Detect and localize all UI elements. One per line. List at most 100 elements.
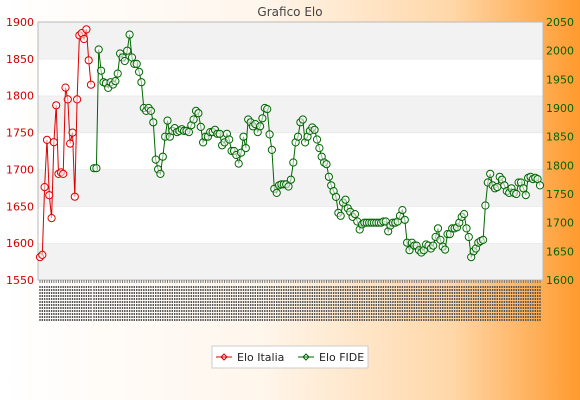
- elo-fide-point: [429, 241, 438, 250]
- grid-band: [38, 95, 543, 133]
- elo-fide-point: [331, 192, 341, 201]
- elo-fide-point: [97, 66, 106, 75]
- elo-fide-point: [156, 169, 165, 178]
- elo-fide-point: [158, 152, 167, 161]
- right-tick-label: 1650: [546, 245, 574, 258]
- elo-fide-point: [512, 189, 521, 199]
- series-elo-italia: [35, 25, 96, 262]
- elo-fide-point: [94, 45, 103, 54]
- elo-italia-point: [86, 80, 96, 89]
- grid-band: [38, 243, 543, 280]
- left-tick-label: 1550: [6, 274, 34, 287]
- elo-fide-point: [286, 175, 295, 184]
- elo-fide-point: [151, 155, 160, 164]
- elo-fide-point: [519, 184, 528, 193]
- elo-italia-point: [73, 95, 82, 104]
- right-tick-label: 1850: [546, 131, 574, 144]
- elo-fide-point: [462, 224, 471, 233]
- elo-italia-point: [82, 25, 91, 34]
- elo-fide-point: [315, 144, 324, 153]
- elo-fide-point: [263, 105, 272, 114]
- grid-bands: [38, 21, 543, 280]
- legend: Elo Italia Elo FIDE: [211, 345, 369, 369]
- elo-italia-point: [52, 101, 61, 110]
- left-tick-label: 1850: [6, 53, 34, 66]
- legend-italia-label: Elo Italia: [237, 351, 284, 364]
- elo-fide-point: [298, 115, 307, 124]
- left-tick-label: 1700: [6, 163, 34, 176]
- right-tick-label: 1750: [546, 188, 574, 201]
- elo-fide-point: [398, 206, 407, 215]
- elo-italia-point: [63, 95, 72, 104]
- legend-item-elo-fide[interactable]: Elo FIDE: [298, 351, 364, 364]
- elo-italia-point: [61, 83, 70, 92]
- elo-italia-point: [59, 169, 68, 178]
- elo-fide-point: [194, 109, 203, 118]
- elo-fide-point: [272, 188, 281, 197]
- elo-fide-point: [350, 210, 360, 219]
- right-tick-label: 1900: [546, 102, 574, 115]
- elo-fide-point: [493, 183, 502, 192]
- grid-band: [38, 22, 543, 59]
- elo-fide-point: [234, 159, 243, 168]
- elo-fide-point: [441, 245, 450, 254]
- chart-title: Grafico Elo: [257, 5, 322, 19]
- grid-band: [38, 58, 543, 96]
- elo-fide-point: [400, 215, 409, 224]
- elo-fide-point: [184, 128, 193, 137]
- elo-fide-point: [149, 118, 158, 127]
- elo-fide-point: [137, 78, 146, 87]
- elo-fide-point: [481, 201, 490, 210]
- elo-fide-point: [113, 69, 122, 78]
- elo-fide-point: [265, 130, 274, 139]
- elo-fide-point: [258, 114, 267, 123]
- elo-italia-point: [68, 128, 77, 137]
- elo-italia-point: [47, 214, 56, 223]
- elo-fide-point: [284, 182, 293, 191]
- elo-fide-point: [92, 164, 101, 173]
- elo-italia-point: [45, 191, 54, 200]
- elo-italia-point: [70, 192, 79, 201]
- right-tick-label: 1600: [546, 274, 574, 287]
- elo-fide-point: [312, 135, 322, 144]
- elo-fide-point: [120, 56, 129, 66]
- elo-fide-point: [433, 224, 443, 233]
- series-elo-fide: [89, 30, 545, 262]
- left-tick-label: 1900: [6, 16, 34, 29]
- elo-italia-point: [79, 34, 89, 44]
- elo-fide-point: [241, 144, 250, 153]
- elo-fide-point: [123, 46, 132, 55]
- elo-fide-point: [464, 232, 473, 242]
- elo-fide-point: [336, 211, 345, 220]
- elo-fide-point: [132, 59, 141, 69]
- elo-fide-point: [135, 67, 144, 77]
- elo-fide-point: [460, 210, 469, 219]
- elo-fide-point: [293, 132, 303, 141]
- elo-italia-point: [66, 139, 75, 148]
- elo-fide-point: [225, 135, 234, 144]
- elo-fide-point: [111, 77, 120, 86]
- x-axis-ticks: [39, 280, 541, 322]
- elo-fide-point: [405, 246, 414, 255]
- elo-fide-point: [486, 169, 495, 178]
- elo-italia-point: [42, 135, 52, 144]
- left-tick-label: 1750: [6, 127, 34, 140]
- elo-fide-point: [521, 191, 530, 200]
- elo-fide-point: [215, 129, 224, 138]
- elo-fide-point: [125, 30, 134, 39]
- elo-italia-point: [49, 138, 59, 147]
- elo-fide-point: [196, 122, 205, 132]
- elo-fide-point: [310, 125, 319, 134]
- elo-fide-point: [341, 195, 350, 204]
- right-tick-label: 1700: [546, 217, 574, 230]
- right-tick-label: 1950: [546, 73, 574, 86]
- left-tick-label: 1650: [6, 200, 34, 213]
- elo-fide-point: [189, 115, 198, 124]
- right-axis-ticks: 1600 1650 1700 1750 1800 1850 1900 1950 2000 2050: [546, 16, 574, 287]
- legend-box: [211, 345, 369, 369]
- legend-fide-label: Elo FIDE: [319, 351, 364, 364]
- elo-fide-point: [256, 122, 265, 131]
- legend-item-elo-italia[interactable]: Elo Italia: [216, 351, 284, 364]
